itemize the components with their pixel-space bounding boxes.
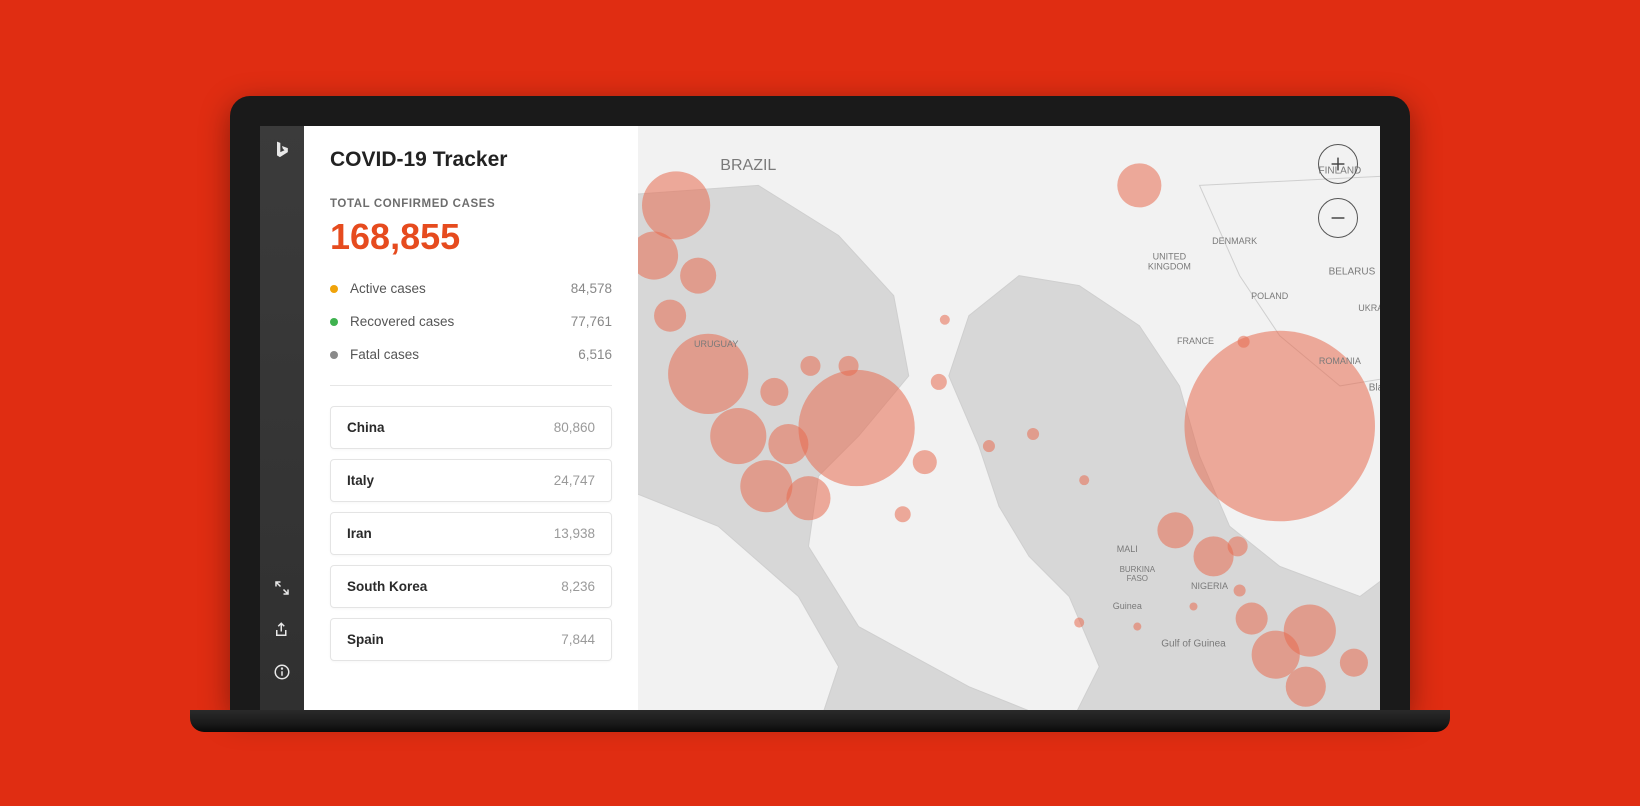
case-bubble[interactable]	[800, 356, 820, 376]
case-bubble[interactable]	[710, 408, 766, 464]
case-bubble[interactable]	[1284, 605, 1336, 657]
zoom-out-button[interactable]	[1318, 198, 1358, 238]
case-bubble[interactable]	[1238, 336, 1250, 348]
case-bubble[interactable]	[760, 378, 788, 406]
case-bubble[interactable]	[1189, 602, 1197, 610]
stat-value: 77,761	[571, 314, 612, 329]
icon-rail	[260, 126, 304, 710]
total-subhead: TOTAL CONFIRMED CASES	[330, 198, 612, 210]
laptop-base	[190, 710, 1450, 732]
country-name: Iran	[347, 526, 554, 541]
country-value: 7,844	[561, 632, 595, 647]
expand-icon[interactable]	[272, 578, 292, 598]
case-bubble[interactable]	[1340, 649, 1368, 677]
country-value: 24,747	[554, 473, 595, 488]
case-bubble[interactable]	[895, 506, 911, 522]
country-value: 80,860	[554, 420, 595, 435]
laptop-frame: COVID-19 Tracker TOTAL CONFIRMED CASES 1…	[230, 96, 1410, 710]
case-bubble[interactable]	[1157, 512, 1193, 548]
status-dot-icon	[330, 318, 338, 326]
case-bubble[interactable]	[1027, 428, 1039, 440]
case-bubble[interactable]	[654, 300, 686, 332]
case-bubble[interactable]	[798, 370, 914, 486]
case-bubble[interactable]	[1074, 618, 1084, 628]
share-icon[interactable]	[272, 620, 292, 640]
stat-value: 6,516	[578, 347, 612, 362]
stat-value: 84,578	[571, 281, 612, 296]
case-bubble[interactable]	[1286, 667, 1326, 707]
case-bubble[interactable]	[1236, 602, 1268, 634]
case-bubble[interactable]	[1079, 475, 1089, 485]
status-dot-icon	[330, 285, 338, 293]
zoom-in-button[interactable]	[1318, 144, 1358, 184]
case-bubble[interactable]	[1193, 536, 1233, 576]
stats-panel: COVID-19 Tracker TOTAL CONFIRMED CASES 1…	[304, 126, 638, 710]
case-bubble[interactable]	[668, 334, 748, 414]
country-name: South Korea	[347, 579, 561, 594]
status-dot-icon	[330, 351, 338, 359]
case-bubble[interactable]	[740, 460, 792, 512]
country-value: 8,236	[561, 579, 595, 594]
total-confirmed: 168,855	[330, 216, 612, 258]
country-row[interactable]: Spain7,844	[330, 618, 612, 661]
case-bubble[interactable]	[839, 356, 859, 376]
country-row[interactable]: China80,860	[330, 406, 612, 449]
case-bubble[interactable]	[768, 424, 808, 464]
case-bubble[interactable]	[642, 171, 710, 239]
case-bubble[interactable]	[1133, 623, 1141, 631]
map-area[interactable]: BRAZILFINLANDDENMARKUNITEDKINGDOMBELARUS…	[638, 126, 1380, 710]
country-name: Spain	[347, 632, 561, 647]
country-row[interactable]: South Korea8,236	[330, 565, 612, 608]
case-bubble[interactable]	[1184, 331, 1375, 522]
country-list: China80,860 Italy24,747 Iran13,938 South Ko…	[330, 406, 612, 661]
stat-row-active: Active cases84,578	[330, 272, 612, 305]
bing-logo-icon[interactable]	[272, 140, 292, 160]
page-title: COVID-19 Tracker	[330, 148, 612, 172]
app-screen: COVID-19 Tracker TOTAL CONFIRMED CASES 1…	[260, 126, 1380, 710]
stat-label: Fatal cases	[350, 347, 578, 362]
case-bubble[interactable]	[913, 450, 937, 474]
case-bubble[interactable]	[680, 258, 716, 294]
info-icon[interactable]	[272, 662, 292, 682]
case-bubble[interactable]	[931, 374, 947, 390]
stat-row-recovered: Recovered cases77,761	[330, 305, 612, 338]
stat-row-fatal: Fatal cases6,516	[330, 338, 612, 371]
country-row[interactable]: Iran13,938	[330, 512, 612, 555]
stat-label: Recovered cases	[350, 314, 571, 329]
case-bubble[interactable]	[786, 476, 830, 520]
stat-label: Active cases	[350, 281, 571, 296]
country-name: Italy	[347, 473, 554, 488]
case-bubble[interactable]	[983, 440, 995, 452]
country-name: China	[347, 420, 554, 435]
divider	[330, 385, 612, 386]
case-bubble[interactable]	[1234, 584, 1246, 596]
country-value: 13,938	[554, 526, 595, 541]
zoom-controls	[1318, 144, 1358, 238]
country-row[interactable]: Italy24,747	[330, 459, 612, 502]
case-bubble[interactable]	[940, 315, 950, 325]
case-bubble[interactable]	[1117, 163, 1161, 207]
case-bubble[interactable]	[1228, 536, 1248, 556]
map-canvas[interactable]	[638, 126, 1380, 710]
